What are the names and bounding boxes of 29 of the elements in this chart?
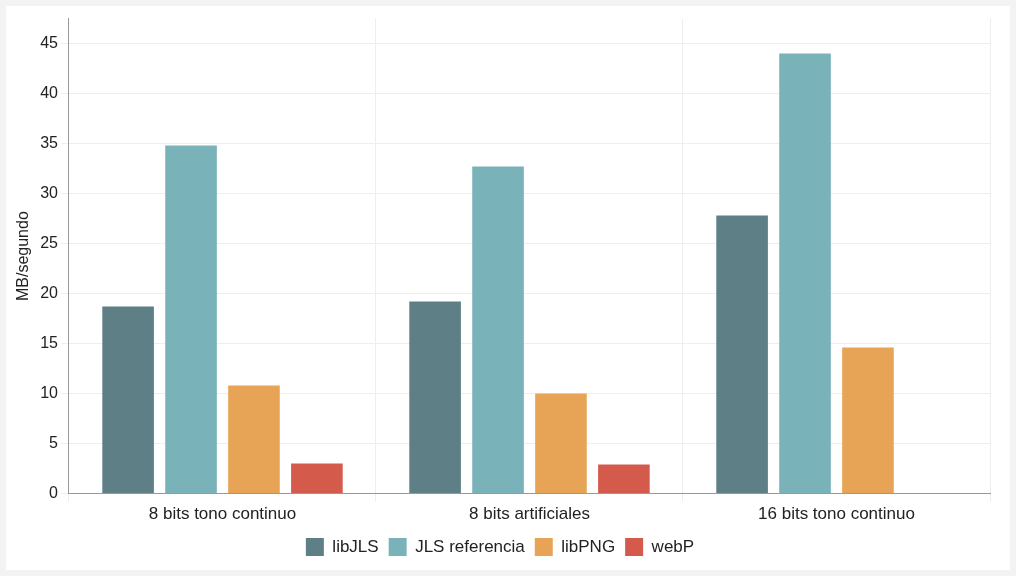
bar (716, 215, 768, 494)
y-tick-label: 25 (40, 234, 59, 252)
y-tick-label: 15 (40, 334, 59, 352)
bar (472, 166, 524, 494)
x-tick-label: 8 bits tono continuo (148, 504, 297, 524)
bar (535, 393, 587, 494)
bar (779, 53, 831, 494)
y-tick-label: 10 (40, 384, 59, 402)
y-tick-label: 20 (40, 284, 59, 302)
legend-label: webP (650, 536, 695, 556)
legend-label: libPNG (561, 536, 616, 556)
bar (409, 301, 461, 494)
legend-label: libJLS (332, 536, 379, 556)
y-tick-label: 40 (40, 84, 59, 102)
bar (228, 385, 280, 494)
bar (598, 464, 650, 494)
y-tick-label: 0 (49, 484, 59, 502)
bar (842, 347, 894, 494)
bar (165, 145, 217, 494)
x-tick-label: 8 bits artificiales (469, 504, 590, 524)
y-tick-label: 35 (40, 134, 59, 152)
y-tick-label: 30 (40, 184, 59, 202)
bar (102, 306, 154, 494)
bar (291, 463, 343, 494)
y-tick-label: 5 (49, 434, 59, 452)
x-tick-label: 16 bits tono continuo (758, 504, 915, 524)
y-axis-title: MB/segundo (14, 211, 32, 302)
legend-label: JLS referencia (415, 536, 526, 556)
y-tick-label: 45 (40, 34, 59, 52)
